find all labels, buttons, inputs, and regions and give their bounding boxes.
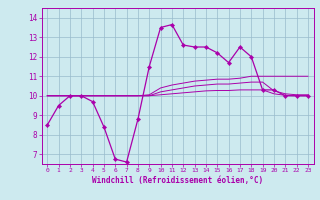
X-axis label: Windchill (Refroidissement éolien,°C): Windchill (Refroidissement éolien,°C): [92, 176, 263, 185]
